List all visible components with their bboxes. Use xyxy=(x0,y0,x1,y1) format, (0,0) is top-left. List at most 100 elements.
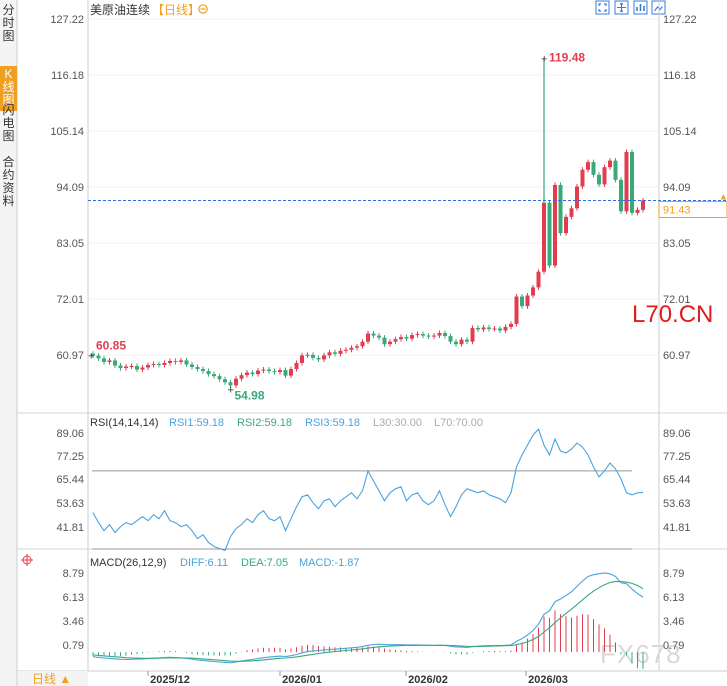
x-tick-label: 2026/03 xyxy=(528,674,568,686)
y-tick-right: 94.09 xyxy=(663,182,691,194)
macd-y-tick-right: 6.13 xyxy=(663,592,684,604)
y-tick-left: 105.14 xyxy=(50,126,84,138)
x-tick-label: 2026/02 xyxy=(408,674,448,686)
rsi-panel: RSI(14,14,14) RSI1:59.18 RSI2:59.18 RSI3:5… xyxy=(56,417,691,552)
crosshair-icon[interactable] xyxy=(21,554,33,566)
candle-body xyxy=(575,186,579,209)
candle-body xyxy=(294,362,299,370)
candle-body xyxy=(415,334,420,336)
candle-body xyxy=(168,360,172,363)
candle-body xyxy=(602,167,607,185)
fullscreen-icon[interactable] xyxy=(595,0,610,15)
candle-body xyxy=(129,366,134,368)
candle-body xyxy=(586,162,590,170)
low-mark: + xyxy=(228,384,234,396)
candle-body xyxy=(448,336,453,342)
candle-body xyxy=(624,151,629,212)
sidebar-tab-1-char: 线 xyxy=(2,80,14,94)
y-tick-right: 72.01 xyxy=(663,294,691,306)
sidebar: 分时图K线图闪电图合约资料 xyxy=(0,0,18,686)
candle-body xyxy=(591,162,596,175)
rsi-y-tick-right: 77.25 xyxy=(663,451,691,463)
sidebar-tab-0-char: 分 xyxy=(2,3,14,17)
sidebar-tab-2-char: 电 xyxy=(2,116,14,130)
rsi-y-tick-left: 89.06 xyxy=(56,428,84,440)
rsi-legend-item: L70:70.00 xyxy=(434,417,483,429)
candle-body xyxy=(289,369,293,376)
candle-body xyxy=(542,202,546,272)
macd-y-tick-right: 8.79 xyxy=(663,568,684,580)
y-tick-left: 127.22 xyxy=(50,14,84,26)
rsi-line xyxy=(92,428,644,552)
macd-dea-line xyxy=(92,580,644,662)
candle-body xyxy=(173,360,178,362)
sidebar-tab-active-bg xyxy=(0,66,17,111)
candle-body xyxy=(179,360,183,362)
candle-body xyxy=(267,369,271,372)
rsi-title: RSI(14,14,14) xyxy=(90,417,158,429)
fullscreen-icon-glyph xyxy=(598,3,607,12)
candle-body xyxy=(250,372,255,375)
candle-body xyxy=(492,328,497,330)
candle-body xyxy=(536,271,541,288)
period-button[interactable]: 日线 ▲ xyxy=(18,671,88,686)
y-tick-left: 116.18 xyxy=(51,70,84,82)
candle-body xyxy=(327,352,332,356)
candle-body xyxy=(245,372,249,376)
y-tick-right: 83.05 xyxy=(663,238,691,250)
chart-type-icon[interactable] xyxy=(633,0,648,15)
candle-body xyxy=(531,287,535,296)
instrument-title: 美原油连续 xyxy=(90,2,150,17)
rsi-y-tick-left: 53.63 xyxy=(56,498,84,510)
candle-body xyxy=(443,333,447,337)
candle-body xyxy=(190,364,194,368)
sidebar-tab-0[interactable] xyxy=(0,2,17,47)
macd-legend-item: DEA:7.05 xyxy=(241,557,288,569)
rsi-y-tick-left: 41.81 xyxy=(56,522,84,534)
candle-body xyxy=(377,335,381,338)
macd-y-tick-left: 0.79 xyxy=(63,640,84,652)
sidebar-tab-0-char: 图 xyxy=(2,29,14,43)
rsi-y-tick-left: 65.44 xyxy=(56,474,84,486)
y-tick-left: 94.09 xyxy=(56,182,84,194)
candle-body xyxy=(344,349,348,351)
gear-icon[interactable] xyxy=(198,4,208,14)
candle-body xyxy=(338,350,343,354)
x-axis: 2025/12 2026/01 2026/02 2026/03 xyxy=(147,671,568,686)
sidebar-tab-3-char: 料 xyxy=(2,194,14,208)
candle-body xyxy=(201,369,205,372)
candle-body xyxy=(608,160,612,168)
y-tick-right: 60.97 xyxy=(663,350,691,362)
candle-body xyxy=(140,367,145,370)
candle-body xyxy=(228,382,233,386)
start-label: 60.85 xyxy=(96,339,126,353)
candle-body xyxy=(503,326,508,331)
candle-body xyxy=(432,335,436,337)
sidebar-tab-3[interactable] xyxy=(0,154,17,212)
candle-body xyxy=(311,354,315,358)
move-icon-glyph xyxy=(617,2,626,13)
candle-body xyxy=(399,337,403,340)
candle-body xyxy=(613,160,618,180)
current-price-value: 91.43 xyxy=(663,205,691,217)
y-tick-right: 127.22 xyxy=(663,14,697,26)
macd-y-tick-left: 3.46 xyxy=(63,616,84,628)
start-mark: + xyxy=(88,351,94,363)
period-button-label: 日线 ▲ xyxy=(32,672,71,686)
candle-body xyxy=(360,341,365,347)
candle-body xyxy=(498,328,502,331)
rsi-legend-item: RSI2:59.18 xyxy=(237,417,292,429)
rsi-y-tick-right: 65.44 xyxy=(663,474,691,486)
candle-body xyxy=(487,327,491,329)
sidebar-tab-2[interactable] xyxy=(0,102,17,147)
candle-body xyxy=(597,174,601,185)
candle-body xyxy=(195,367,200,370)
sidebar-tab-2-char: 闪 xyxy=(2,103,14,117)
candle-body xyxy=(393,339,398,342)
candle-body xyxy=(217,376,222,380)
candle-body xyxy=(151,363,156,365)
rsi-y-tick-right: 53.63 xyxy=(663,498,691,510)
move-icon[interactable] xyxy=(614,0,629,15)
sidebar-tab-3-char: 资 xyxy=(2,181,14,195)
